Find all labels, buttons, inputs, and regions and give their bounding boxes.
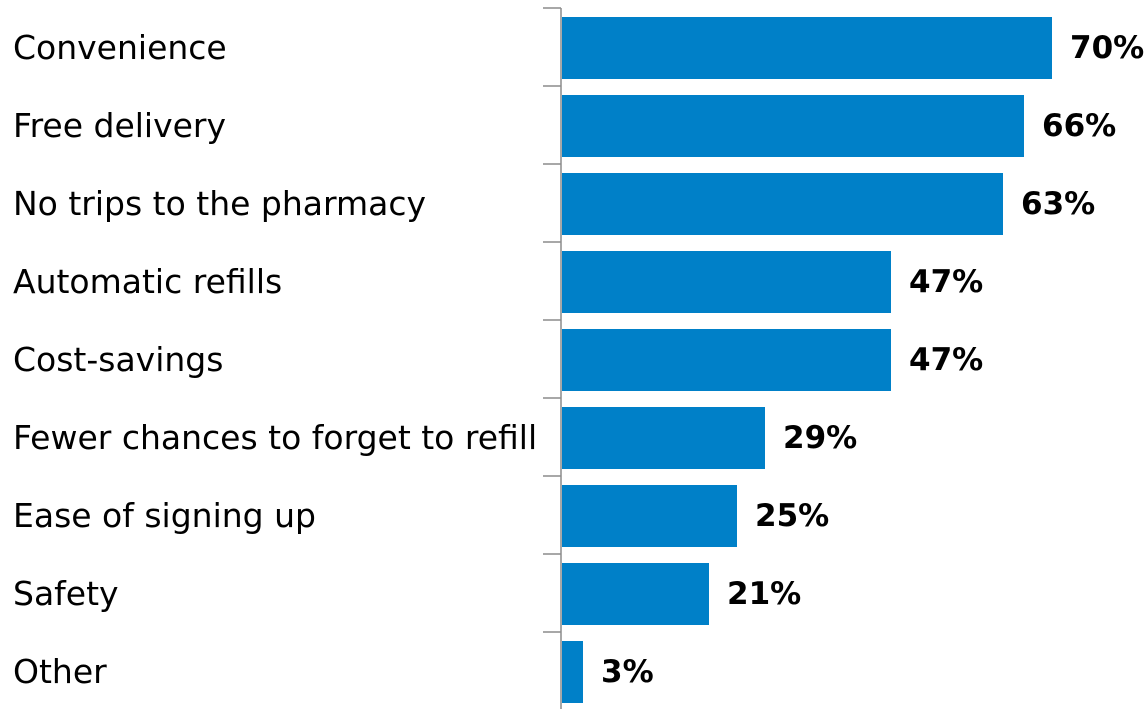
bar — [562, 329, 891, 391]
bar — [562, 641, 583, 703]
value-label: 3% — [601, 654, 654, 690]
value-label: 66% — [1042, 108, 1116, 144]
value-label: 70% — [1070, 30, 1144, 66]
category-label: Cost-savings — [13, 340, 223, 379]
bar — [562, 407, 765, 469]
bar — [562, 563, 709, 625]
value-label: 29% — [783, 420, 857, 456]
bar — [562, 485, 737, 547]
category-label: Fewer chances to forget to refill — [13, 418, 537, 457]
category-label: Ease of signing up — [13, 496, 316, 535]
category-label: Convenience — [13, 28, 227, 67]
value-labels: 70% 66% 63% 47% 47% 29% 25% 21% 3% — [601, 30, 1144, 690]
bar — [562, 17, 1052, 79]
value-label: 47% — [909, 264, 983, 300]
bar — [562, 95, 1024, 157]
category-labels: Convenience Free delivery No trips to the … — [13, 28, 537, 691]
category-label: Automatic refills — [13, 262, 282, 301]
category-label: Safety — [13, 574, 119, 613]
axis-ticks — [543, 7, 561, 633]
value-label: 25% — [755, 498, 829, 534]
category-label: Free delivery — [13, 106, 226, 145]
bar — [562, 173, 1003, 235]
bar — [562, 251, 891, 313]
value-label: 47% — [909, 342, 983, 378]
category-label: No trips to the pharmacy — [13, 184, 426, 223]
category-label: Other — [13, 652, 107, 691]
bar-group — [562, 17, 1052, 703]
value-label: 63% — [1021, 186, 1095, 222]
value-label: 21% — [727, 576, 801, 612]
